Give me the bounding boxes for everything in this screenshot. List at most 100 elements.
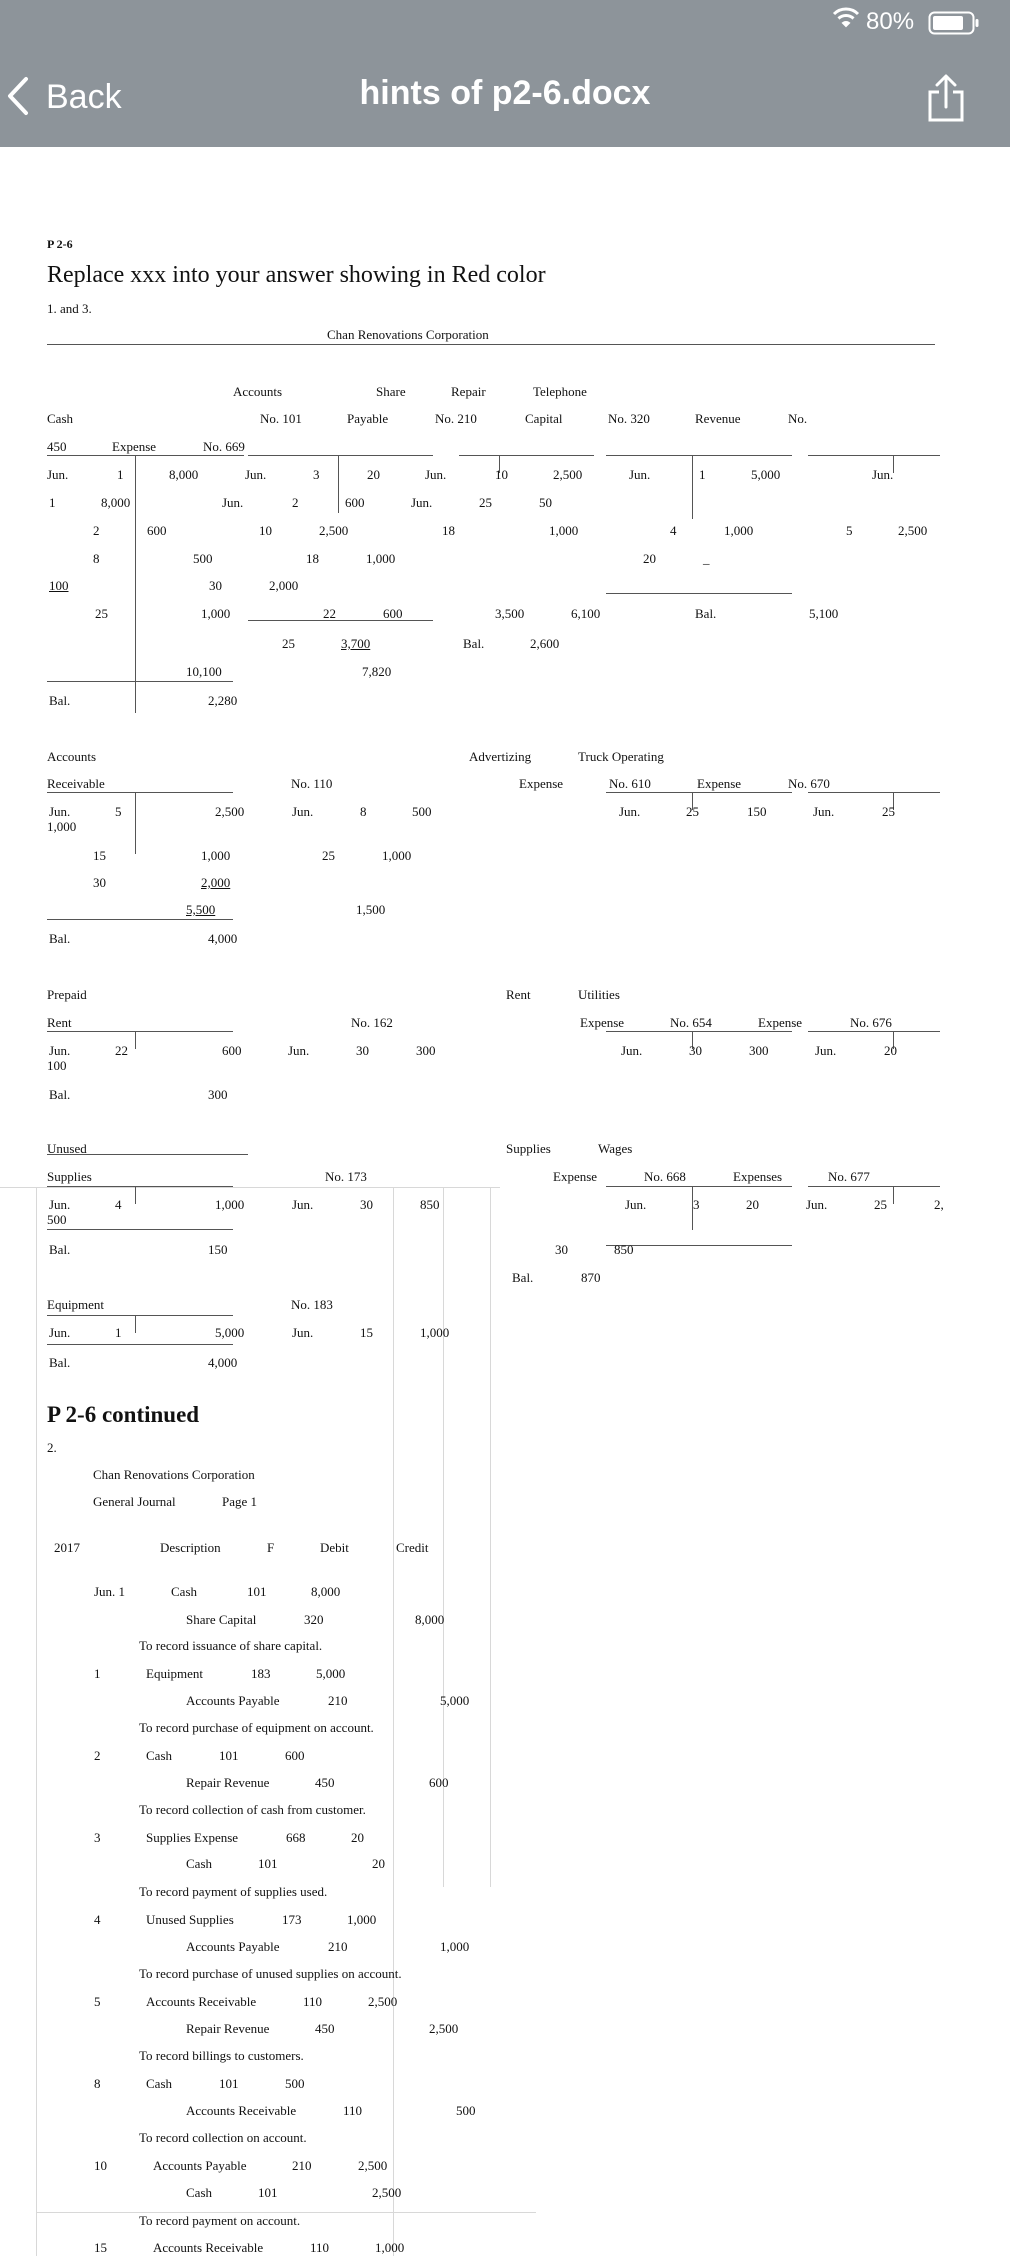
ledger-text: 2,000 [269, 578, 299, 593]
ledger-text: 2 [292, 495, 299, 510]
journal-account: Supplies Expense [146, 1830, 239, 1845]
journal-ref: 450 [315, 2021, 335, 2036]
ledger-text: 25 [95, 606, 108, 621]
ledger-text: 8,000 [101, 495, 131, 510]
ledger-text: 25 [874, 1197, 887, 1212]
ledger-text: Bal. [49, 931, 71, 946]
ledger-text: 5 [115, 804, 122, 819]
ledger-text: 30 [555, 1242, 568, 1257]
ledger-text: 1 [699, 467, 706, 482]
ledger-text: Jun. [806, 1197, 828, 1212]
journal-ref: 101 [258, 2185, 278, 2200]
battery-percentage: 80% [866, 8, 915, 35]
section-label: 1. and 3. [47, 301, 92, 316]
journal-ref: 210 [328, 1939, 348, 1954]
ledger-text: 20 [884, 1043, 897, 1058]
ledger-text: Jun. [49, 804, 71, 819]
ledger-text: 20 [643, 551, 656, 566]
journal-credit: 2,500 [372, 2185, 402, 2200]
ledger-text: 3,700 [341, 636, 371, 651]
document-content[interactable]: P 2-6 Replace xxx into your answer showi… [0, 147, 1010, 2256]
ledger-text: 1,000 [201, 606, 231, 621]
ledger-text: _ [703, 551, 710, 566]
journal-title: General Journal [93, 1494, 176, 1509]
journal-debit: 2,500 [368, 1994, 398, 2009]
ledger-text: 30 [93, 875, 106, 890]
ledger-text: No. 668 [644, 1169, 686, 1184]
journal-account: Unused Supplies [146, 1912, 234, 1927]
ledger-text: 450 [47, 439, 67, 454]
ledger-text: No. 677 [828, 1169, 870, 1184]
ledger-text: Jun. [411, 495, 433, 510]
ledger-text: 4 [670, 523, 677, 538]
journal-account: Accounts Receivable [146, 1994, 257, 2009]
ledger-text: Rent [506, 987, 531, 1002]
ledger-text: No. 676 [850, 1015, 892, 1030]
ledger-text: 8 [93, 551, 100, 566]
journal-account: Accounts Payable [153, 2158, 247, 2173]
ledger-text: 25 [882, 804, 895, 819]
back-label: Back [46, 78, 122, 116]
ledger-text: Expense [553, 1169, 598, 1184]
ledger-text: Jun. [629, 467, 651, 482]
ledger-text: 10,100 [186, 664, 222, 679]
ledger-text: 15 [93, 848, 106, 863]
journal-account: Cash [146, 1748, 172, 1763]
journal-debit: 2,500 [358, 2158, 388, 2173]
ledger-text: Jun. [49, 1197, 71, 1212]
ledger-text: No. [788, 411, 808, 426]
journal-credit: 20 [372, 1856, 385, 1871]
ledger-text: 5,000 [215, 1325, 245, 1340]
journal-date: 4 [94, 1912, 101, 1927]
ledger-text: No. 162 [351, 1015, 393, 1030]
ledger-text: Jun. [813, 804, 835, 819]
ledger-text: Repair [451, 384, 486, 399]
journal-debit: 5,000 [316, 1666, 346, 1681]
back-button[interactable]: Back [6, 74, 146, 120]
ledger-text: 1,500 [356, 902, 386, 917]
ledger-text: Bal. [49, 1242, 71, 1257]
journal-memo: To record collection of cash from custom… [139, 1802, 366, 1817]
journal-account: Equipment [146, 1666, 204, 1681]
ledger-text: 5,500 [186, 902, 216, 917]
ledger-text: 300 [416, 1043, 436, 1058]
journal-date: 5 [94, 1994, 101, 2009]
ledger-text: 500 [412, 804, 432, 819]
ledger-text: Jun. [625, 1197, 647, 1212]
ledger-text: Jun. [292, 804, 314, 819]
ledger-text: 300 [749, 1043, 769, 1058]
ledger-text: No. 173 [325, 1169, 367, 1184]
ledger-text: Share [376, 384, 406, 399]
ledger-text: No. 210 [435, 411, 477, 426]
doc-heading: P 2-6 [47, 237, 73, 251]
journal-debit: 600 [285, 1748, 305, 1763]
journal-account: Repair Revenue [186, 2021, 270, 2036]
ledger-text: 150 [208, 1242, 228, 1257]
ledger-text: 25 [282, 636, 295, 651]
journal-ref: 450 [315, 1775, 335, 1790]
ledger-text: Jun. [872, 467, 894, 482]
ledger-text: 500 [47, 1212, 67, 1227]
navigation-bar: 80% Back hints of p2-6.docx [0, 0, 1010, 147]
ledger-text: 1 [117, 467, 124, 482]
ledger-text: Utilities [578, 987, 620, 1002]
section-label: 2. [47, 1440, 57, 1455]
ledger-text: 600 [222, 1043, 242, 1058]
share-icon[interactable] [926, 74, 966, 127]
ledger-text: Wages [598, 1141, 633, 1156]
journal-ref: 183 [251, 1666, 271, 1681]
ledger-text: 30 [209, 578, 222, 593]
ledger-text: 1,000 [215, 1197, 245, 1212]
journal-credit: 2,500 [429, 2021, 459, 2036]
journal-credit: 1,000 [440, 1939, 470, 1954]
ledger-text: 2,600 [530, 636, 560, 651]
ledger-text: Accounts [233, 384, 283, 399]
journal-memo: To record payment of supplies used. [139, 1884, 328, 1899]
ledger-text: 1,000 [366, 551, 396, 566]
ledger-text: 4 [115, 1197, 122, 1212]
ledger-text: 1,000 [382, 848, 412, 863]
journal-account: Share Capital [186, 1612, 257, 1627]
ledger-text: 2,500 [553, 467, 583, 482]
journal-ref: 210 [328, 1693, 348, 1708]
ledger-text: No. 610 [609, 776, 651, 791]
